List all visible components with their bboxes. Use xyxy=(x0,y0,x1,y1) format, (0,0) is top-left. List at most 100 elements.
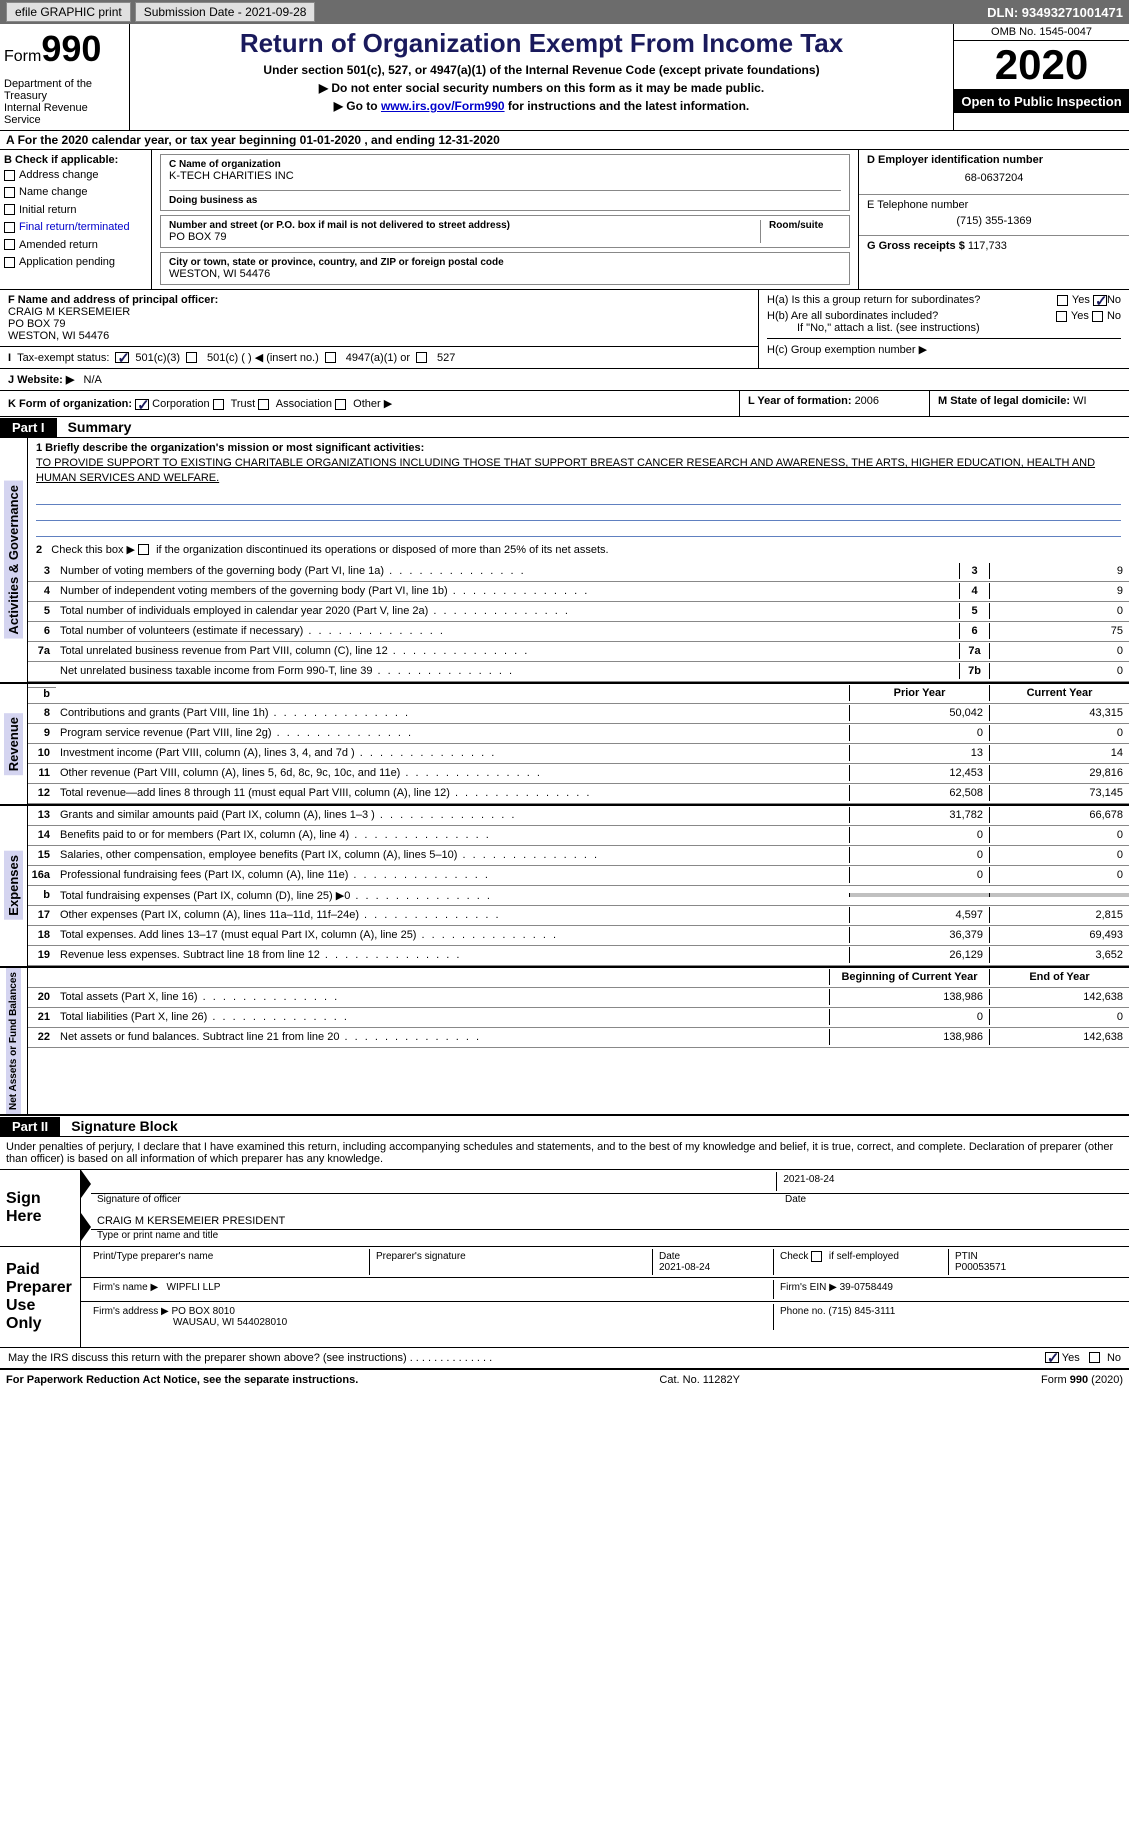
omb-number: OMB No. 1545-0047 xyxy=(954,24,1129,41)
table-row: 21Total liabilities (Part X, line 26)00 xyxy=(28,1008,1129,1028)
table-row: 22Net assets or fund balances. Subtract … xyxy=(28,1028,1129,1048)
officer-label: F Name and address of principal officer: xyxy=(8,294,750,306)
table-row: 3Number of voting members of the governi… xyxy=(28,562,1129,582)
cb-501c[interactable] xyxy=(186,352,197,363)
table-row: 13Grants and similar amounts paid (Part … xyxy=(28,806,1129,826)
phone-label: E Telephone number xyxy=(867,199,1121,211)
cb-self-employed[interactable] xyxy=(811,1251,822,1262)
table-row: bTotal fundraising expenses (Part IX, co… xyxy=(28,886,1129,906)
cb-final[interactable] xyxy=(4,222,15,233)
line2-text: Check this box ▶ if the organization dis… xyxy=(51,544,608,556)
form-number: 990 xyxy=(41,28,101,69)
city-label: City or town, state or province, country… xyxy=(169,257,841,268)
table-row: 4Number of independent voting members of… xyxy=(28,582,1129,602)
ein-label: D Employer identification number xyxy=(867,154,1121,166)
ha-label: H(a) Is this a group return for subordin… xyxy=(767,294,1057,306)
end-year-header: End of Year xyxy=(989,969,1129,985)
firm-phone: (715) 845-3111 xyxy=(828,1306,895,1317)
addr-label: Number and street (or P.O. box if mail i… xyxy=(169,220,752,231)
vert-expenses: Expenses xyxy=(4,851,23,920)
table-row: 17Other expenses (Part IX, column (A), l… xyxy=(28,906,1129,926)
table-row: Net unrelated business taxable income fr… xyxy=(28,662,1129,682)
cb-discontinued[interactable] xyxy=(138,544,149,555)
cb-hb-no[interactable] xyxy=(1092,311,1103,322)
paid-preparer-label: Paid Preparer Use Only xyxy=(0,1247,80,1347)
table-row: 9Program service revenue (Part VIII, lin… xyxy=(28,724,1129,744)
footer-left: For Paperwork Reduction Act Notice, see … xyxy=(6,1374,358,1386)
table-row: 12Total revenue—add lines 8 through 11 (… xyxy=(28,784,1129,804)
table-row: 18Total expenses. Add lines 13–17 (must … xyxy=(28,926,1129,946)
cb-discuss-no[interactable] xyxy=(1089,1352,1100,1363)
discuss-label: May the IRS discuss this return with the… xyxy=(8,1352,407,1364)
table-row: 20Total assets (Part X, line 16)138,9861… xyxy=(28,988,1129,1008)
vert-revenue: Revenue xyxy=(4,713,23,775)
table-row: 6Total number of volunteers (estimate if… xyxy=(28,622,1129,642)
website-row: J Website: ▶ N/A xyxy=(0,369,1129,391)
year-formation: 2006 xyxy=(855,395,879,407)
current-year-header: Current Year xyxy=(989,685,1129,701)
table-row: 15Salaries, other compensation, employee… xyxy=(28,846,1129,866)
cb-ha-no[interactable] xyxy=(1093,295,1107,306)
inspection-box: Open to Public Inspection xyxy=(954,90,1129,113)
ein-value: 68-0637204 xyxy=(867,166,1121,190)
cb-initial[interactable] xyxy=(4,204,15,215)
org-name: K-TECH CHARITIES INC xyxy=(169,170,841,182)
hc-label: H(c) Group exemption number ▶ xyxy=(767,338,1121,356)
cb-amended[interactable] xyxy=(4,239,15,250)
officer-city: WESTON, WI 54476 xyxy=(8,330,750,342)
submission-date: Submission Date - 2021-09-28 xyxy=(135,2,316,22)
cb-other[interactable] xyxy=(335,399,346,410)
cb-trust[interactable] xyxy=(213,399,224,410)
sig-declaration: Under penalties of perjury, I declare th… xyxy=(0,1137,1129,1169)
cb-527[interactable] xyxy=(416,352,427,363)
part2-header: Part II xyxy=(0,1117,60,1136)
subtitle: Under section 501(c), 527, or 4947(a)(1)… xyxy=(138,63,945,77)
table-row: 19Revenue less expenses. Subtract line 1… xyxy=(28,946,1129,966)
tax-year: 2020 xyxy=(954,41,1129,90)
begin-year-header: Beginning of Current Year xyxy=(829,969,989,985)
prior-year-header: Prior Year xyxy=(849,685,989,701)
col-b-label: B Check if applicable: xyxy=(4,154,147,166)
irs-link[interactable]: www.irs.gov/Form990 xyxy=(381,99,505,113)
firm-addr: PO BOX 8010 xyxy=(172,1306,235,1317)
cb-hb-yes[interactable] xyxy=(1056,311,1067,322)
signer-name: CRAIG M KERSEMEIER PRESIDENT xyxy=(91,1213,1129,1230)
name-label: C Name of organization xyxy=(169,159,841,170)
prep-check-label: Check if self-employed xyxy=(774,1249,949,1275)
top-bar: efile GRAPHIC print Submission Date - 20… xyxy=(0,0,1129,24)
cb-corp[interactable] xyxy=(135,399,149,410)
firm-ein: 39-0758449 xyxy=(840,1282,893,1293)
header: Form990 Department of the Treasury Inter… xyxy=(0,24,1129,130)
cb-501c3[interactable] xyxy=(115,352,129,363)
gross-label: G Gross receipts $ xyxy=(867,240,968,252)
line-a: A For the 2020 calendar year, or tax yea… xyxy=(0,130,1129,150)
table-row: 11Other revenue (Part VIII, column (A), … xyxy=(28,764,1129,784)
room-label: Room/suite xyxy=(769,220,841,231)
k-label: K Form of organization: xyxy=(8,398,132,410)
phone-value: (715) 355-1369 xyxy=(867,211,1121,231)
mission-text: TO PROVIDE SUPPORT TO EXISTING CHARITABL… xyxy=(28,454,1129,489)
table-row: 7aTotal unrelated business revenue from … xyxy=(28,642,1129,662)
cb-pending[interactable] xyxy=(4,257,15,268)
cb-ha-yes[interactable] xyxy=(1057,295,1068,306)
sig-officer-label: Signature of officer xyxy=(91,1194,779,1205)
sig-date-label: Date xyxy=(779,1194,1129,1205)
cb-4947[interactable] xyxy=(325,352,336,363)
prep-sig-label: Preparer's signature xyxy=(370,1249,653,1275)
cb-address[interactable] xyxy=(4,170,15,181)
sig-name-label: Type or print name and title xyxy=(91,1230,1129,1241)
part1-title: Summary xyxy=(60,417,140,437)
arrow-2: ▶ Go to www.irs.gov/Form990 for instruct… xyxy=(138,99,945,113)
line1-label: 1 Briefly describe the organization's mi… xyxy=(36,442,424,454)
cb-assoc[interactable] xyxy=(258,399,269,410)
officer-addr: PO BOX 79 xyxy=(8,318,750,330)
cb-discuss-yes[interactable] xyxy=(1045,1352,1059,1363)
efile-button[interactable]: efile GRAPHIC print xyxy=(6,2,131,22)
org-addr: PO BOX 79 xyxy=(169,231,752,243)
sign-here-label: Sign Here xyxy=(0,1170,80,1246)
officer-name: CRAIG M KERSEMEIER xyxy=(8,306,750,318)
hb-note: If "No," attach a list. (see instruction… xyxy=(767,322,1121,334)
sig-date-val: 2021-08-24 xyxy=(777,1172,1123,1191)
cb-name[interactable] xyxy=(4,187,15,198)
main-title: Return of Organization Exempt From Incom… xyxy=(138,28,945,59)
